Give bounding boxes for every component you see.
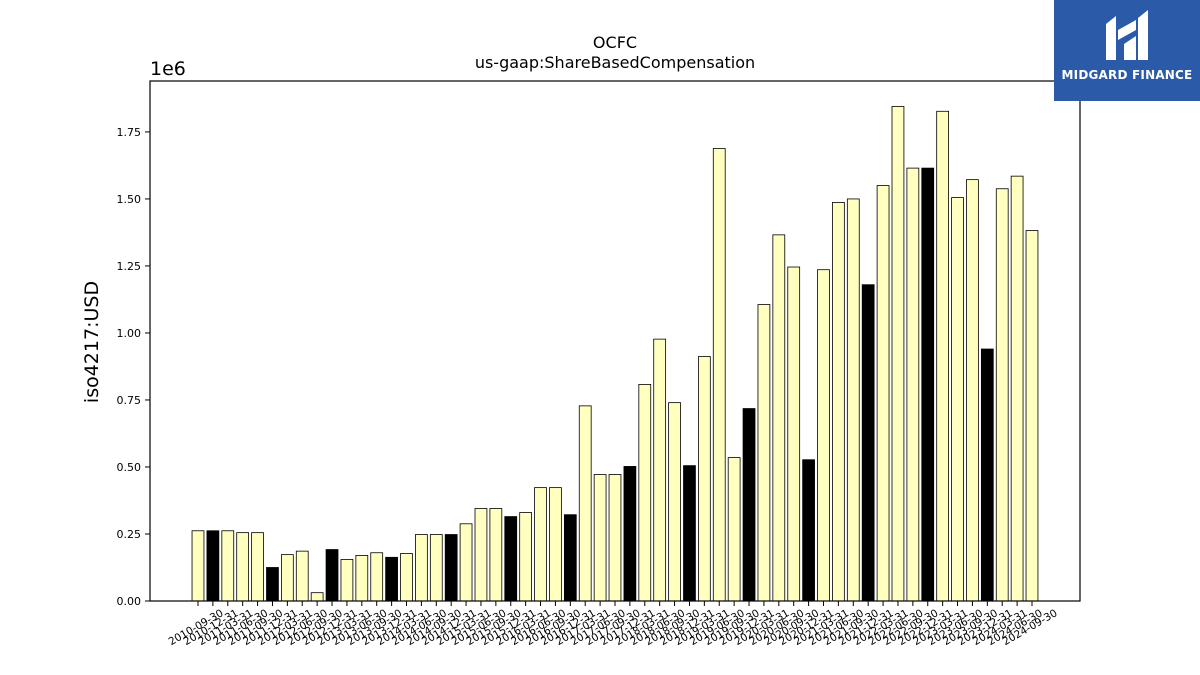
plot-frame [149, 80, 1081, 602]
y-tick-label: 1.50 [117, 193, 142, 206]
bar [772, 234, 786, 602]
bar [757, 304, 771, 602]
bar [563, 514, 577, 602]
bar [504, 516, 518, 602]
bar [936, 110, 950, 602]
bar [191, 530, 205, 602]
y-tick-label: 1.00 [117, 327, 142, 340]
bar [966, 179, 979, 602]
bar [1025, 230, 1039, 602]
bar [593, 474, 607, 602]
bar [832, 202, 845, 602]
y-tick-label: 0.50 [117, 461, 142, 474]
bar [280, 554, 294, 602]
bar [906, 167, 920, 602]
bar [921, 167, 935, 602]
bar-series [191, 106, 1039, 602]
bar [698, 356, 711, 602]
bar [742, 408, 756, 602]
bar [385, 556, 398, 602]
bar [638, 384, 652, 602]
x-axis-ticks: 2010-09-302010-12-312011-03-312011-06-30… [167, 601, 1060, 648]
bar [355, 555, 369, 602]
bar [310, 592, 324, 602]
bar [802, 459, 815, 602]
bar [727, 457, 741, 602]
bar [429, 534, 443, 602]
bar [891, 106, 905, 602]
bar [712, 148, 726, 602]
bar [980, 348, 994, 602]
bar [519, 512, 533, 602]
bar [683, 465, 696, 602]
y-tick-label: 1.75 [117, 126, 142, 139]
chart-subtitle: us-gaap:ShareBasedCompensation [475, 53, 755, 72]
bar [549, 487, 562, 602]
bar [787, 266, 801, 602]
bar [653, 338, 667, 602]
chart-title: OCFC [593, 33, 637, 52]
y-multiplier-label: 1e6 [150, 58, 186, 80]
bar [608, 474, 622, 602]
bar [668, 402, 681, 602]
midgard-finance-logo: MIDGARD FINANCE [1054, 0, 1200, 101]
bar [534, 487, 547, 602]
bar [400, 553, 413, 602]
y-tick-label: 0.00 [117, 595, 142, 608]
bar [489, 508, 503, 602]
bar [861, 284, 875, 602]
bar [266, 567, 279, 602]
logo-text: MIDGARD FINANCE [1061, 68, 1193, 82]
bar [1010, 175, 1024, 602]
bar [236, 532, 250, 602]
bar [474, 508, 488, 602]
bar [876, 185, 890, 602]
bar [370, 552, 384, 602]
bar [817, 269, 830, 602]
bar [951, 197, 964, 602]
bar [846, 198, 860, 602]
y-tick-label: 1.25 [117, 260, 142, 273]
bar [340, 559, 354, 602]
bar [578, 405, 592, 602]
y-axis-ticks: 0.00 0.25 0.50 0.75 1.00 1.25 1.50 1.75 [117, 126, 150, 608]
bar [459, 523, 473, 602]
bar [295, 550, 309, 602]
bar [444, 534, 458, 602]
y-tick-label: 0.25 [117, 528, 142, 541]
bar [325, 549, 339, 602]
bar [221, 530, 235, 602]
bar [251, 532, 264, 602]
bar [623, 466, 637, 602]
bar [995, 188, 1009, 602]
midgard-logo-icon [1106, 10, 1148, 60]
bar [206, 530, 220, 602]
bar [415, 534, 428, 602]
y-axis-label: iso4217:USD [81, 281, 103, 403]
y-tick-label: 0.75 [117, 394, 142, 407]
